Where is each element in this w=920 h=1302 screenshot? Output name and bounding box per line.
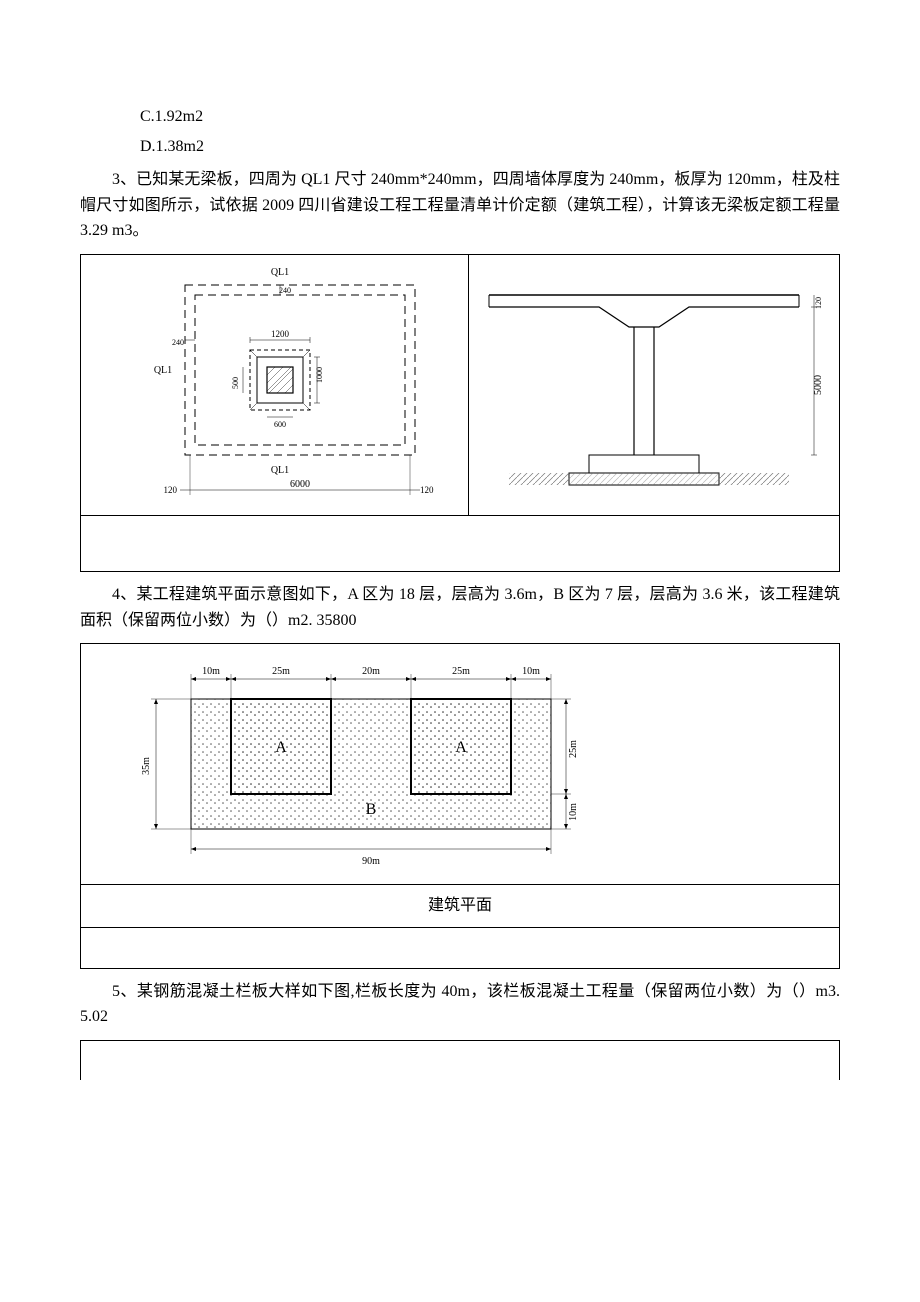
dim-25a: 25m: [272, 666, 290, 677]
q3-empty-row: [81, 516, 839, 571]
dim-25r: 25m: [568, 740, 579, 758]
label-b: B: [366, 801, 377, 818]
option-c: C.1.92m2: [140, 104, 840, 130]
q5-figure-box: [80, 1040, 840, 1080]
q3-plan-cell: QL1 QL1 QL1 240 240: [81, 255, 469, 515]
dim-240-left: 240: [172, 338, 184, 347]
question-4-text: 4、某工程建筑平面示意图如下，A 区为 18 层，层高为 3.6m，B 区为 7…: [80, 582, 840, 633]
dim-1000: 1000: [315, 367, 324, 383]
dim-6000: 6000: [290, 479, 310, 490]
dim-10a: 10m: [202, 666, 220, 677]
dim-600: 600: [274, 420, 286, 429]
dim-90: 90m: [362, 856, 380, 867]
label-a1: A: [275, 739, 287, 756]
q4-plan-cell: 10m 25m 20m 25m 10m A A B: [81, 644, 839, 884]
dim-240-top: 240: [279, 286, 291, 295]
dim-35l: 35m: [141, 757, 152, 775]
dim-120r: 120: [420, 485, 434, 495]
q4-empty-row: [81, 928, 839, 968]
dim-10r: 10m: [568, 803, 579, 821]
dim-120l: 120: [163, 485, 177, 495]
q3-figure-box: QL1 QL1 QL1 240 240: [80, 254, 840, 572]
dim-120-slab: 120: [814, 297, 823, 309]
ql1-top-label: QL1: [270, 267, 288, 278]
q3-section-svg: 5000 120: [469, 255, 839, 515]
question-5-text: 5、某钢筋混凝土栏板大样如下图,栏板长度为 40m，该栏板混凝土工程量（保留两位…: [80, 979, 840, 1030]
q4-plan-svg: 10m 25m 20m 25m 10m A A B: [81, 654, 601, 874]
q4-figure-box: 10m 25m 20m 25m 10m A A B: [80, 643, 840, 969]
dim-500: 500: [231, 377, 240, 389]
label-a2: A: [455, 739, 467, 756]
question-3-text: 3、已知某无梁板，四周为 QL1 尺寸 240mm*240mm，四周墙体厚度为 …: [80, 167, 840, 244]
q4-caption-cell: 建筑平面: [81, 885, 839, 927]
option-d: D.1.38m2: [140, 134, 840, 160]
q4-caption: 建筑平面: [428, 893, 492, 919]
q3-section-cell: 5000 120: [469, 255, 839, 515]
dim-20: 20m: [362, 666, 380, 677]
ql1-bottom-label: QL1: [270, 465, 288, 476]
ql1-left-label: QL1: [153, 365, 171, 376]
dim-5000: 5000: [813, 375, 824, 395]
dim-25b: 25m: [452, 666, 470, 677]
dim-10b: 10m: [522, 666, 540, 677]
q3-plan-svg: QL1 QL1 QL1 240 240: [85, 255, 465, 515]
dim-1200: 1200: [271, 329, 290, 339]
